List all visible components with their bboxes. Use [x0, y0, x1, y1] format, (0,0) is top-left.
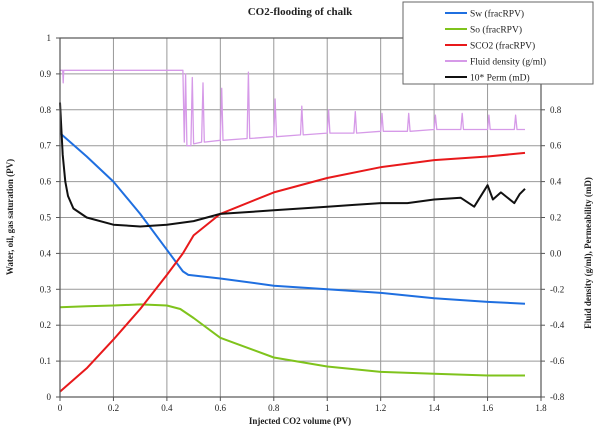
x-tick-label: 1.8 [535, 403, 547, 413]
y-tick-label: 0.8 [40, 105, 52, 115]
series-line-sw [59, 132, 526, 305]
series-line-so [59, 303, 525, 377]
legend-box [402, 1, 594, 85]
y2-tick-label: -0.6 [550, 356, 565, 366]
series-line-sco2 [59, 151, 526, 393]
y-tick-label: 0 [47, 392, 52, 402]
y-tick-label: 0.9 [40, 69, 52, 79]
x-tick-label: 0.6 [215, 403, 227, 413]
y-tick-label: 0.5 [40, 213, 52, 223]
y-tick-label: 0.6 [40, 177, 52, 187]
y-axis-label: Water, oil, gas saturation (PV) [5, 159, 15, 275]
x-tick-label: 1.4 [428, 403, 440, 413]
x-axis-label: Injected CO2 volume (PV) [249, 416, 351, 426]
legend-label: SCO2 (fracRPV) [470, 41, 535, 52]
x-tick-label: 1.2 [375, 403, 386, 413]
y2-tick-label: 0.4 [550, 177, 562, 187]
y2-axis-label: Fluid density (g/ml), Permeability (mD) [583, 177, 593, 329]
series-line-fluid [60, 69, 525, 147]
y2-tick-label: -0.8 [550, 392, 565, 402]
legend-label: 10* Perm (mD) [470, 73, 530, 84]
x-tick-label: 0.8 [268, 403, 280, 413]
y2-tick-label: 0.0 [550, 248, 562, 258]
y-tick-label: 0.1 [40, 356, 51, 366]
legend-label: So (fracRPV) [470, 25, 522, 36]
y-tick-label: 0.3 [40, 284, 52, 294]
y2-tick-label: 0.8 [550, 105, 562, 115]
x-tick-label: 0 [58, 403, 63, 413]
x-tick-label: 1.6 [482, 403, 494, 413]
legend-label: Sw (fracRPV) [470, 9, 524, 20]
x-tick-label: 1 [325, 403, 330, 413]
y2-tick-label: -0.2 [550, 284, 564, 294]
series-line-10 [59, 102, 526, 228]
y2-tick-label: -0.4 [550, 320, 565, 330]
y2-tick-label: 0.6 [550, 141, 562, 151]
y-tick-label: 0.4 [40, 248, 52, 258]
y2-tick-label: 0.2 [550, 213, 561, 223]
chart-title: CO2-flooding of chalk [248, 6, 353, 18]
legend-label: Fluid density (g/ml) [470, 57, 546, 68]
y-tick-label: 0.7 [40, 141, 52, 151]
x-tick-label: 0.2 [108, 403, 119, 413]
y-tick-label: 0.2 [40, 320, 51, 330]
x-tick-label: 0.4 [161, 403, 173, 413]
y-tick-label: 1 [47, 33, 52, 43]
legend: Sw (fracRPV) So (fracRPV) SCO2 (fracRPV) Fl… [402, 1, 594, 85]
